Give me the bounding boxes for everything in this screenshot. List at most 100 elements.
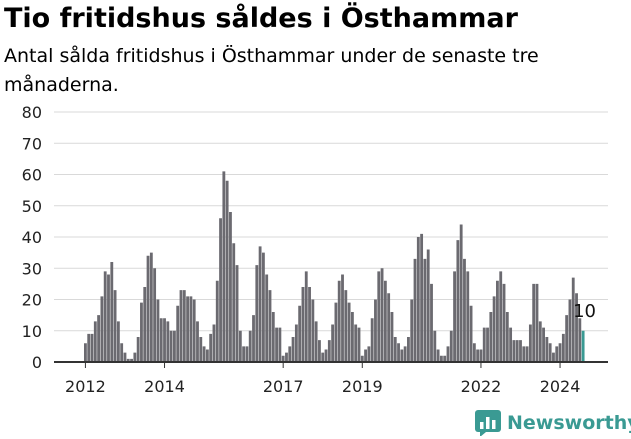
bar — [291, 337, 295, 362]
bar — [410, 299, 414, 362]
bar — [294, 324, 298, 362]
bar — [453, 271, 456, 362]
bar — [163, 318, 166, 362]
bar — [337, 280, 341, 362]
bar — [258, 246, 262, 362]
bar — [479, 349, 483, 362]
bar — [255, 265, 259, 362]
bar — [367, 346, 371, 362]
bar — [281, 355, 285, 362]
bar — [449, 330, 453, 362]
bar — [133, 352, 137, 362]
bar — [519, 340, 522, 362]
bar — [278, 327, 282, 362]
bar — [545, 337, 549, 362]
bar — [538, 321, 542, 362]
bar — [271, 312, 275, 362]
bar — [374, 299, 377, 362]
x-tick-label: 2022 — [461, 377, 502, 396]
x-tick-label: 2017 — [263, 377, 304, 396]
bar — [261, 252, 265, 362]
y-tick-label: 20 — [22, 291, 42, 310]
bar — [219, 218, 222, 362]
newsworthy-brand[interactable]: Newsworthy — [475, 407, 631, 439]
bar — [555, 346, 559, 362]
bar — [229, 212, 232, 362]
bar — [153, 268, 157, 362]
bar — [472, 343, 476, 362]
bar — [443, 355, 447, 362]
bar — [532, 283, 536, 362]
bar — [318, 340, 321, 362]
y-tick-label: 30 — [22, 259, 42, 278]
y-tick-label: 40 — [22, 228, 42, 247]
bar — [360, 355, 364, 362]
bar — [285, 352, 288, 362]
y-tick-label: 50 — [22, 197, 42, 216]
bar — [561, 333, 565, 362]
newsworthy-logo-icon — [475, 410, 501, 436]
bar — [123, 352, 127, 362]
bar — [377, 271, 381, 362]
bar — [420, 233, 424, 362]
bar — [489, 312, 493, 362]
bar — [397, 343, 400, 362]
chart-subtitle: Antal sålda fritidshus i Östhammar under… — [4, 45, 539, 96]
bar — [232, 243, 236, 362]
bar — [209, 333, 213, 362]
x-tick-label: 2024 — [540, 377, 581, 396]
bar — [522, 346, 526, 362]
bar — [558, 343, 562, 362]
brand-name: Newsworthy — [507, 412, 631, 434]
highlight-data-label: 10 — [573, 301, 596, 322]
bar — [186, 296, 190, 362]
y-tick-label: 80 — [22, 103, 42, 122]
bar — [505, 312, 509, 362]
bar — [400, 349, 404, 362]
bar — [347, 302, 351, 362]
bar — [469, 305, 473, 362]
bar — [87, 333, 91, 362]
bar — [143, 287, 147, 362]
bar — [341, 274, 344, 362]
bar — [202, 346, 206, 362]
bar — [403, 346, 407, 362]
bar — [248, 330, 252, 362]
bar — [459, 224, 463, 362]
bar — [354, 324, 358, 362]
bar — [542, 327, 545, 362]
bar — [499, 271, 503, 362]
bar — [130, 358, 133, 362]
bar — [314, 321, 318, 362]
bar — [426, 249, 430, 362]
bar — [466, 271, 470, 362]
bar — [116, 321, 120, 362]
bar — [245, 346, 249, 362]
bar — [84, 343, 87, 362]
bar — [324, 349, 328, 362]
bar — [192, 299, 196, 362]
bar — [196, 321, 199, 362]
bar — [107, 274, 110, 362]
bar — [304, 271, 308, 362]
bar — [182, 290, 186, 362]
bar — [423, 258, 427, 362]
bar — [199, 337, 203, 362]
bar — [552, 352, 555, 362]
bar — [215, 280, 219, 362]
bar — [370, 318, 374, 362]
bar — [416, 237, 420, 362]
bar — [288, 346, 292, 362]
bar — [146, 255, 150, 362]
bar — [383, 280, 387, 362]
x-tick-label: 2012 — [65, 377, 106, 396]
bar — [126, 358, 130, 362]
y-tick-label: 60 — [22, 166, 42, 185]
bar — [321, 352, 325, 362]
bar — [176, 305, 180, 362]
bar — [525, 346, 529, 362]
bar — [301, 287, 305, 362]
bar — [568, 299, 572, 362]
bar — [149, 252, 153, 362]
bar — [393, 337, 397, 362]
